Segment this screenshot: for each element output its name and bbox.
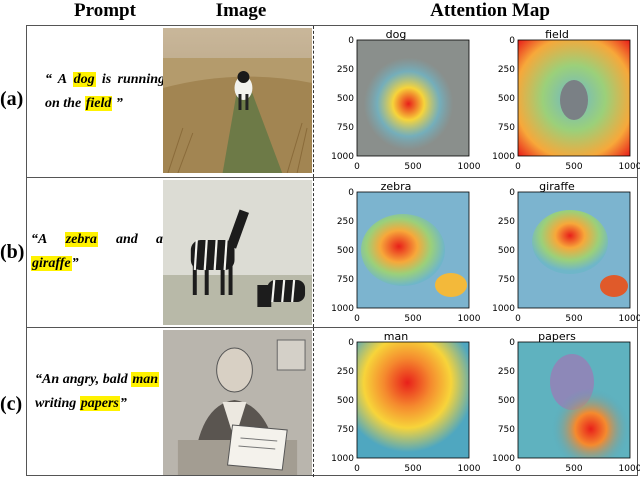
- highlight-word: zebra: [64, 232, 98, 247]
- svg-text:500: 500: [337, 246, 354, 256]
- image-column-header: Image: [215, 0, 267, 21]
- prompt-column-header: Prompt: [74, 0, 136, 21]
- row-label-a: (a): [0, 88, 24, 110]
- svg-text:0: 0: [509, 338, 515, 348]
- svg-text:750: 750: [498, 275, 515, 285]
- svg-text:500: 500: [498, 94, 515, 104]
- svg-text:0: 0: [354, 464, 360, 474]
- svg-text:1000: 1000: [619, 464, 640, 474]
- map-title: papers: [538, 330, 576, 343]
- svg-text:500: 500: [404, 464, 421, 474]
- svg-text:250: 250: [498, 65, 515, 75]
- y-tick-labels: 0 250 500 750 1000: [492, 188, 515, 314]
- svg-text:250: 250: [498, 367, 515, 377]
- figure-grid: “ A dog is running on the field ”: [26, 25, 640, 477]
- svg-text:1000: 1000: [458, 314, 481, 324]
- svg-text:500: 500: [404, 314, 421, 324]
- svg-text:1000: 1000: [331, 304, 354, 314]
- attention-map-column-header: Attention Map: [430, 0, 550, 21]
- svg-text:1000: 1000: [619, 162, 640, 172]
- svg-text:1000: 1000: [331, 454, 354, 464]
- svg-text:0: 0: [515, 162, 521, 172]
- image-zebras: [163, 180, 312, 325]
- prompt-text-a: “ A dog is running on the field ”: [45, 72, 165, 111]
- x-tick-labels: 0 500 1000: [354, 464, 481, 474]
- highlight-word: man: [131, 372, 159, 387]
- x-tick-labels: 0 500 1000: [354, 162, 481, 172]
- map-title: dog: [385, 28, 407, 41]
- svg-text:750: 750: [337, 275, 354, 285]
- highlight-word: giraffe: [31, 256, 72, 271]
- attention-map-dog: dog 0 250 500 750 1000 0 500 1: [321, 28, 481, 174]
- prompt-text-b: “A zebra and a giraffe”: [31, 232, 163, 271]
- attention-map-zebra: zebra 0 250 500 750 1000 0 500: [321, 180, 481, 326]
- y-tick-labels: 0 250 500 750 1000: [331, 338, 354, 464]
- svg-text:500: 500: [498, 396, 515, 406]
- svg-text:250: 250: [337, 65, 354, 75]
- row-b: “A zebra and a giraffe”: [27, 177, 640, 327]
- highlight-word: field: [84, 96, 113, 111]
- svg-text:1000: 1000: [619, 314, 640, 324]
- y-tick-labels: 0 250 500 750 1000: [492, 36, 515, 162]
- row-label-c: (c): [0, 393, 23, 415]
- svg-text:750: 750: [498, 123, 515, 133]
- attention-map-field: field 0 250 500 750 1000 0 500: [482, 28, 640, 174]
- svg-text:0: 0: [354, 314, 360, 324]
- attention-map-giraffe: giraffe 0 250 500 750 1000 0 50: [482, 180, 640, 326]
- highlight-word: dog: [72, 72, 96, 87]
- y-tick-labels: 0 250 500 750 1000: [492, 338, 515, 464]
- attention-map-papers: papers 0 250 500 750 1000 0 500: [482, 330, 640, 476]
- y-tick-labels: 0 250 500 750 1000: [331, 36, 354, 162]
- svg-text:500: 500: [337, 396, 354, 406]
- highlight-word: papers: [79, 396, 120, 411]
- row-a: “ A dog is running on the field ”: [27, 26, 640, 177]
- svg-text:750: 750: [337, 123, 354, 133]
- svg-text:0: 0: [348, 36, 354, 46]
- svg-text:250: 250: [498, 217, 515, 227]
- attention-map-man: man 0 250 500 750 1000 0 500 1: [321, 330, 481, 476]
- svg-text:1000: 1000: [331, 152, 354, 162]
- svg-text:250: 250: [337, 367, 354, 377]
- map-title: field: [545, 28, 569, 41]
- svg-text:250: 250: [337, 217, 354, 227]
- svg-text:0: 0: [348, 188, 354, 198]
- svg-text:1000: 1000: [458, 464, 481, 474]
- separator: [313, 328, 314, 477]
- image-dog-field: [163, 28, 312, 173]
- x-tick-labels: 0 500 1000: [515, 314, 640, 324]
- map-title: man: [383, 330, 409, 343]
- svg-text:0: 0: [515, 464, 521, 474]
- map-title: giraffe: [539, 180, 575, 193]
- prompt-text-c: “An angry, bald man writing papers”: [35, 372, 159, 411]
- svg-text:500: 500: [565, 464, 582, 474]
- row-label-b: (b): [0, 241, 25, 263]
- map-title: zebra: [380, 180, 412, 193]
- y-tick-labels: 0 250 500 750 1000: [331, 188, 354, 314]
- image-bald-man-writing: [163, 330, 312, 475]
- svg-text:0: 0: [509, 36, 515, 46]
- x-tick-labels: 0 500 1000: [354, 314, 481, 324]
- svg-text:500: 500: [404, 162, 421, 172]
- row-c: “An angry, bald man writing papers” man: [27, 327, 640, 477]
- svg-text:0: 0: [509, 188, 515, 198]
- svg-text:500: 500: [565, 162, 582, 172]
- svg-text:500: 500: [337, 94, 354, 104]
- svg-text:0: 0: [354, 162, 360, 172]
- svg-text:1000: 1000: [492, 304, 515, 314]
- svg-text:1000: 1000: [458, 162, 481, 172]
- separator: [313, 178, 314, 327]
- svg-text:500: 500: [565, 314, 582, 324]
- svg-text:1000: 1000: [492, 454, 515, 464]
- svg-text:500: 500: [498, 246, 515, 256]
- separator: [313, 26, 314, 177]
- svg-text:750: 750: [337, 425, 354, 435]
- x-tick-labels: 0 500 1000: [515, 162, 640, 172]
- svg-text:750: 750: [498, 425, 515, 435]
- svg-text:0: 0: [515, 314, 521, 324]
- svg-text:1000: 1000: [492, 152, 515, 162]
- x-tick-labels: 0 500 1000: [515, 464, 640, 474]
- svg-text:0: 0: [348, 338, 354, 348]
